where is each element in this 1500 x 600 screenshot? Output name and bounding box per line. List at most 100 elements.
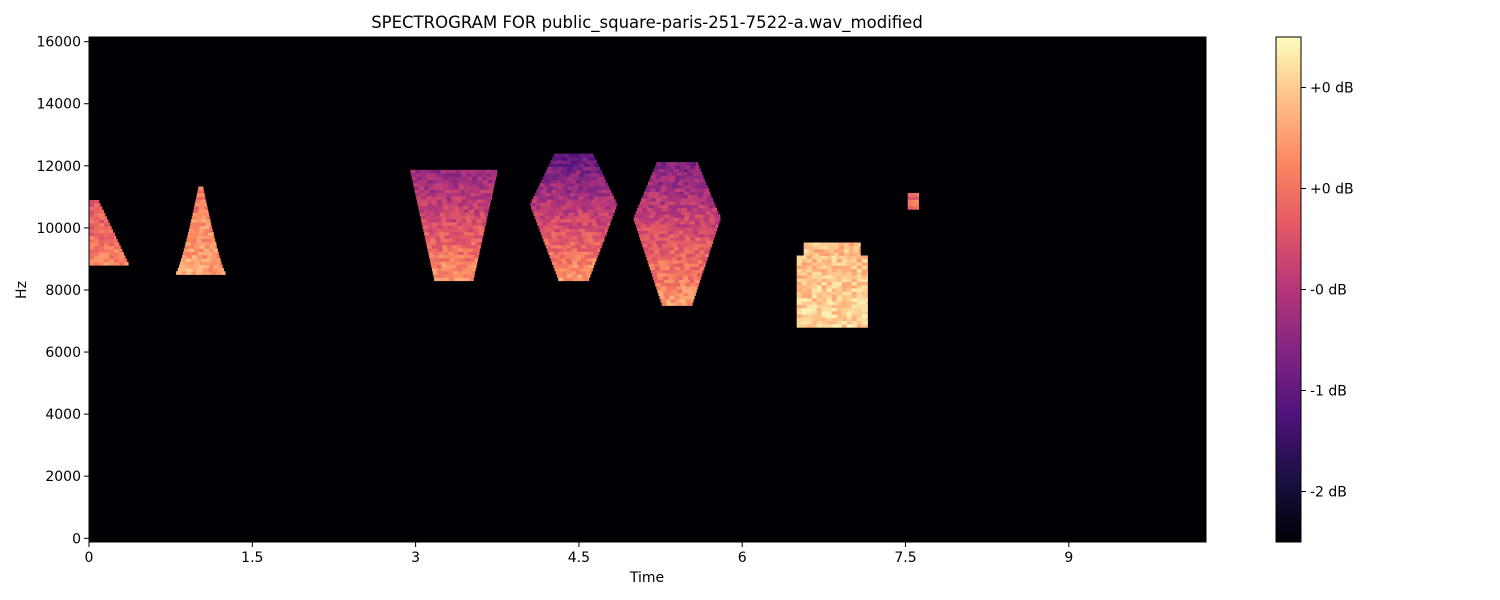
spectrogram-cell — [702, 243, 708, 248]
spectrogram-cell — [114, 242, 120, 246]
spectrogram-cell — [441, 199, 448, 203]
spectrogram-cell — [455, 192, 461, 197]
spectrogram-cell — [831, 320, 838, 325]
spectrogram-cell — [806, 275, 813, 279]
spectrogram-cell — [692, 272, 698, 277]
spectrogram-cell — [470, 215, 476, 220]
spectrogram-cell — [544, 192, 551, 197]
spectrogram-cell — [575, 231, 582, 236]
spectrogram-cell — [461, 176, 468, 181]
spectrogram-cell — [668, 181, 674, 186]
spectrogram-cell — [648, 246, 654, 251]
spectrogram-cell — [473, 251, 479, 255]
spectrogram-cell — [575, 244, 582, 249]
spectrogram-cell — [801, 268, 808, 273]
spectrogram-cell — [907, 202, 914, 207]
spectrogram-cell — [438, 182, 444, 187]
spectrogram-cell — [838, 252, 845, 256]
spectrogram-cell — [856, 268, 863, 273]
spectrogram-cell — [89, 261, 95, 266]
spectrogram-cell — [700, 253, 706, 257]
spectrogram-cell — [831, 301, 838, 305]
spectrogram-cell — [595, 160, 597, 164]
spectrogram-cell — [600, 202, 606, 207]
spectrogram-cell — [605, 192, 611, 197]
spectrogram-cell — [846, 294, 853, 299]
spectrogram-cell — [109, 261, 115, 266]
spectrogram-cell — [667, 171, 673, 176]
spectrogram-cell — [479, 235, 484, 239]
spectrogram-cell — [458, 205, 464, 210]
spectrogram-cell — [481, 173, 487, 177]
spectrogram-cell — [559, 182, 565, 187]
spectrogram-cell — [201, 258, 207, 262]
spectrogram-cell — [689, 250, 695, 254]
spectrogram-cell — [709, 201, 715, 205]
spectrogram-cell — [692, 289, 697, 293]
spectrogram-cell — [492, 176, 496, 181]
y-tick-label: 12000 — [36, 159, 81, 175]
spectrogram-cell — [831, 271, 838, 276]
spectrogram-cell — [665, 299, 671, 303]
spectrogram-cell — [853, 242, 860, 247]
spectrogram-cell — [99, 216, 105, 220]
spectrogram-cell — [198, 251, 204, 256]
spectrogram-cell — [654, 201, 661, 205]
spectrogram-cell — [447, 225, 454, 229]
spectrogram-cell — [861, 291, 868, 296]
spectrogram-cell — [806, 307, 813, 312]
spectrogram-cell — [434, 277, 440, 282]
spectrogram-cell — [576, 205, 582, 210]
spectrogram-cell — [610, 192, 613, 197]
spectrogram-cell — [676, 162, 682, 166]
spectrogram-cell — [469, 231, 475, 236]
spectrogram-cell — [541, 205, 547, 210]
spectrogram-cell — [811, 288, 818, 292]
spectrogram-cell — [546, 199, 553, 203]
spectrogram-cell — [689, 220, 696, 225]
spectrogram-cell — [579, 182, 585, 187]
spectrogram-cell — [464, 231, 470, 236]
spectrogram-cell — [851, 317, 858, 322]
spectrogram-cell — [841, 278, 848, 282]
spectrogram-cell — [605, 202, 611, 207]
spectrogram-cell — [679, 165, 686, 169]
spectrogram-cell — [583, 225, 589, 229]
spectrogram-cell — [679, 233, 685, 238]
spectrogram-cell — [651, 197, 657, 202]
spectrogram-cell — [196, 271, 202, 275]
spectrogram-cell — [690, 269, 697, 274]
spectrogram-cell — [202, 189, 205, 194]
spectrogram-cell — [544, 173, 550, 177]
spectrogram-cell — [806, 291, 813, 296]
spectrogram-cell — [673, 191, 680, 196]
spectrogram-cell — [176, 271, 182, 275]
spectrogram-cell — [464, 212, 471, 216]
spectrogram-cell — [836, 310, 843, 315]
spectrogram-cell — [457, 202, 464, 207]
spectrogram-cell — [203, 232, 209, 236]
spectrogram-cell — [567, 176, 574, 181]
spectrogram-cell — [697, 171, 703, 176]
spectrogram-cell — [615, 202, 618, 207]
spectrogram-cell — [831, 307, 838, 312]
spectrogram-cell — [831, 284, 838, 289]
spectrogram-cell — [458, 274, 464, 278]
spectrogram-cell — [550, 231, 557, 236]
spectrogram-cell — [826, 258, 833, 263]
spectrogram-cell — [89, 235, 95, 240]
spectrogram-cell — [669, 266, 676, 271]
spectrogram-cell — [693, 230, 699, 235]
spectrogram-cell — [574, 173, 580, 177]
spectrogram-cell — [572, 222, 578, 226]
spectrogram-cell — [453, 228, 459, 233]
spectrogram-cell — [669, 214, 675, 218]
spectrogram-cell — [541, 199, 548, 203]
spectrogram-cell — [604, 215, 611, 220]
spectrogram-cell — [562, 176, 569, 181]
spectrogram-cell — [681, 162, 687, 166]
spectrogram-cell — [587, 235, 593, 239]
spectrogram-cell — [861, 310, 868, 315]
spectrogram-cell — [104, 245, 110, 250]
spectrogram-cell — [474, 254, 479, 259]
